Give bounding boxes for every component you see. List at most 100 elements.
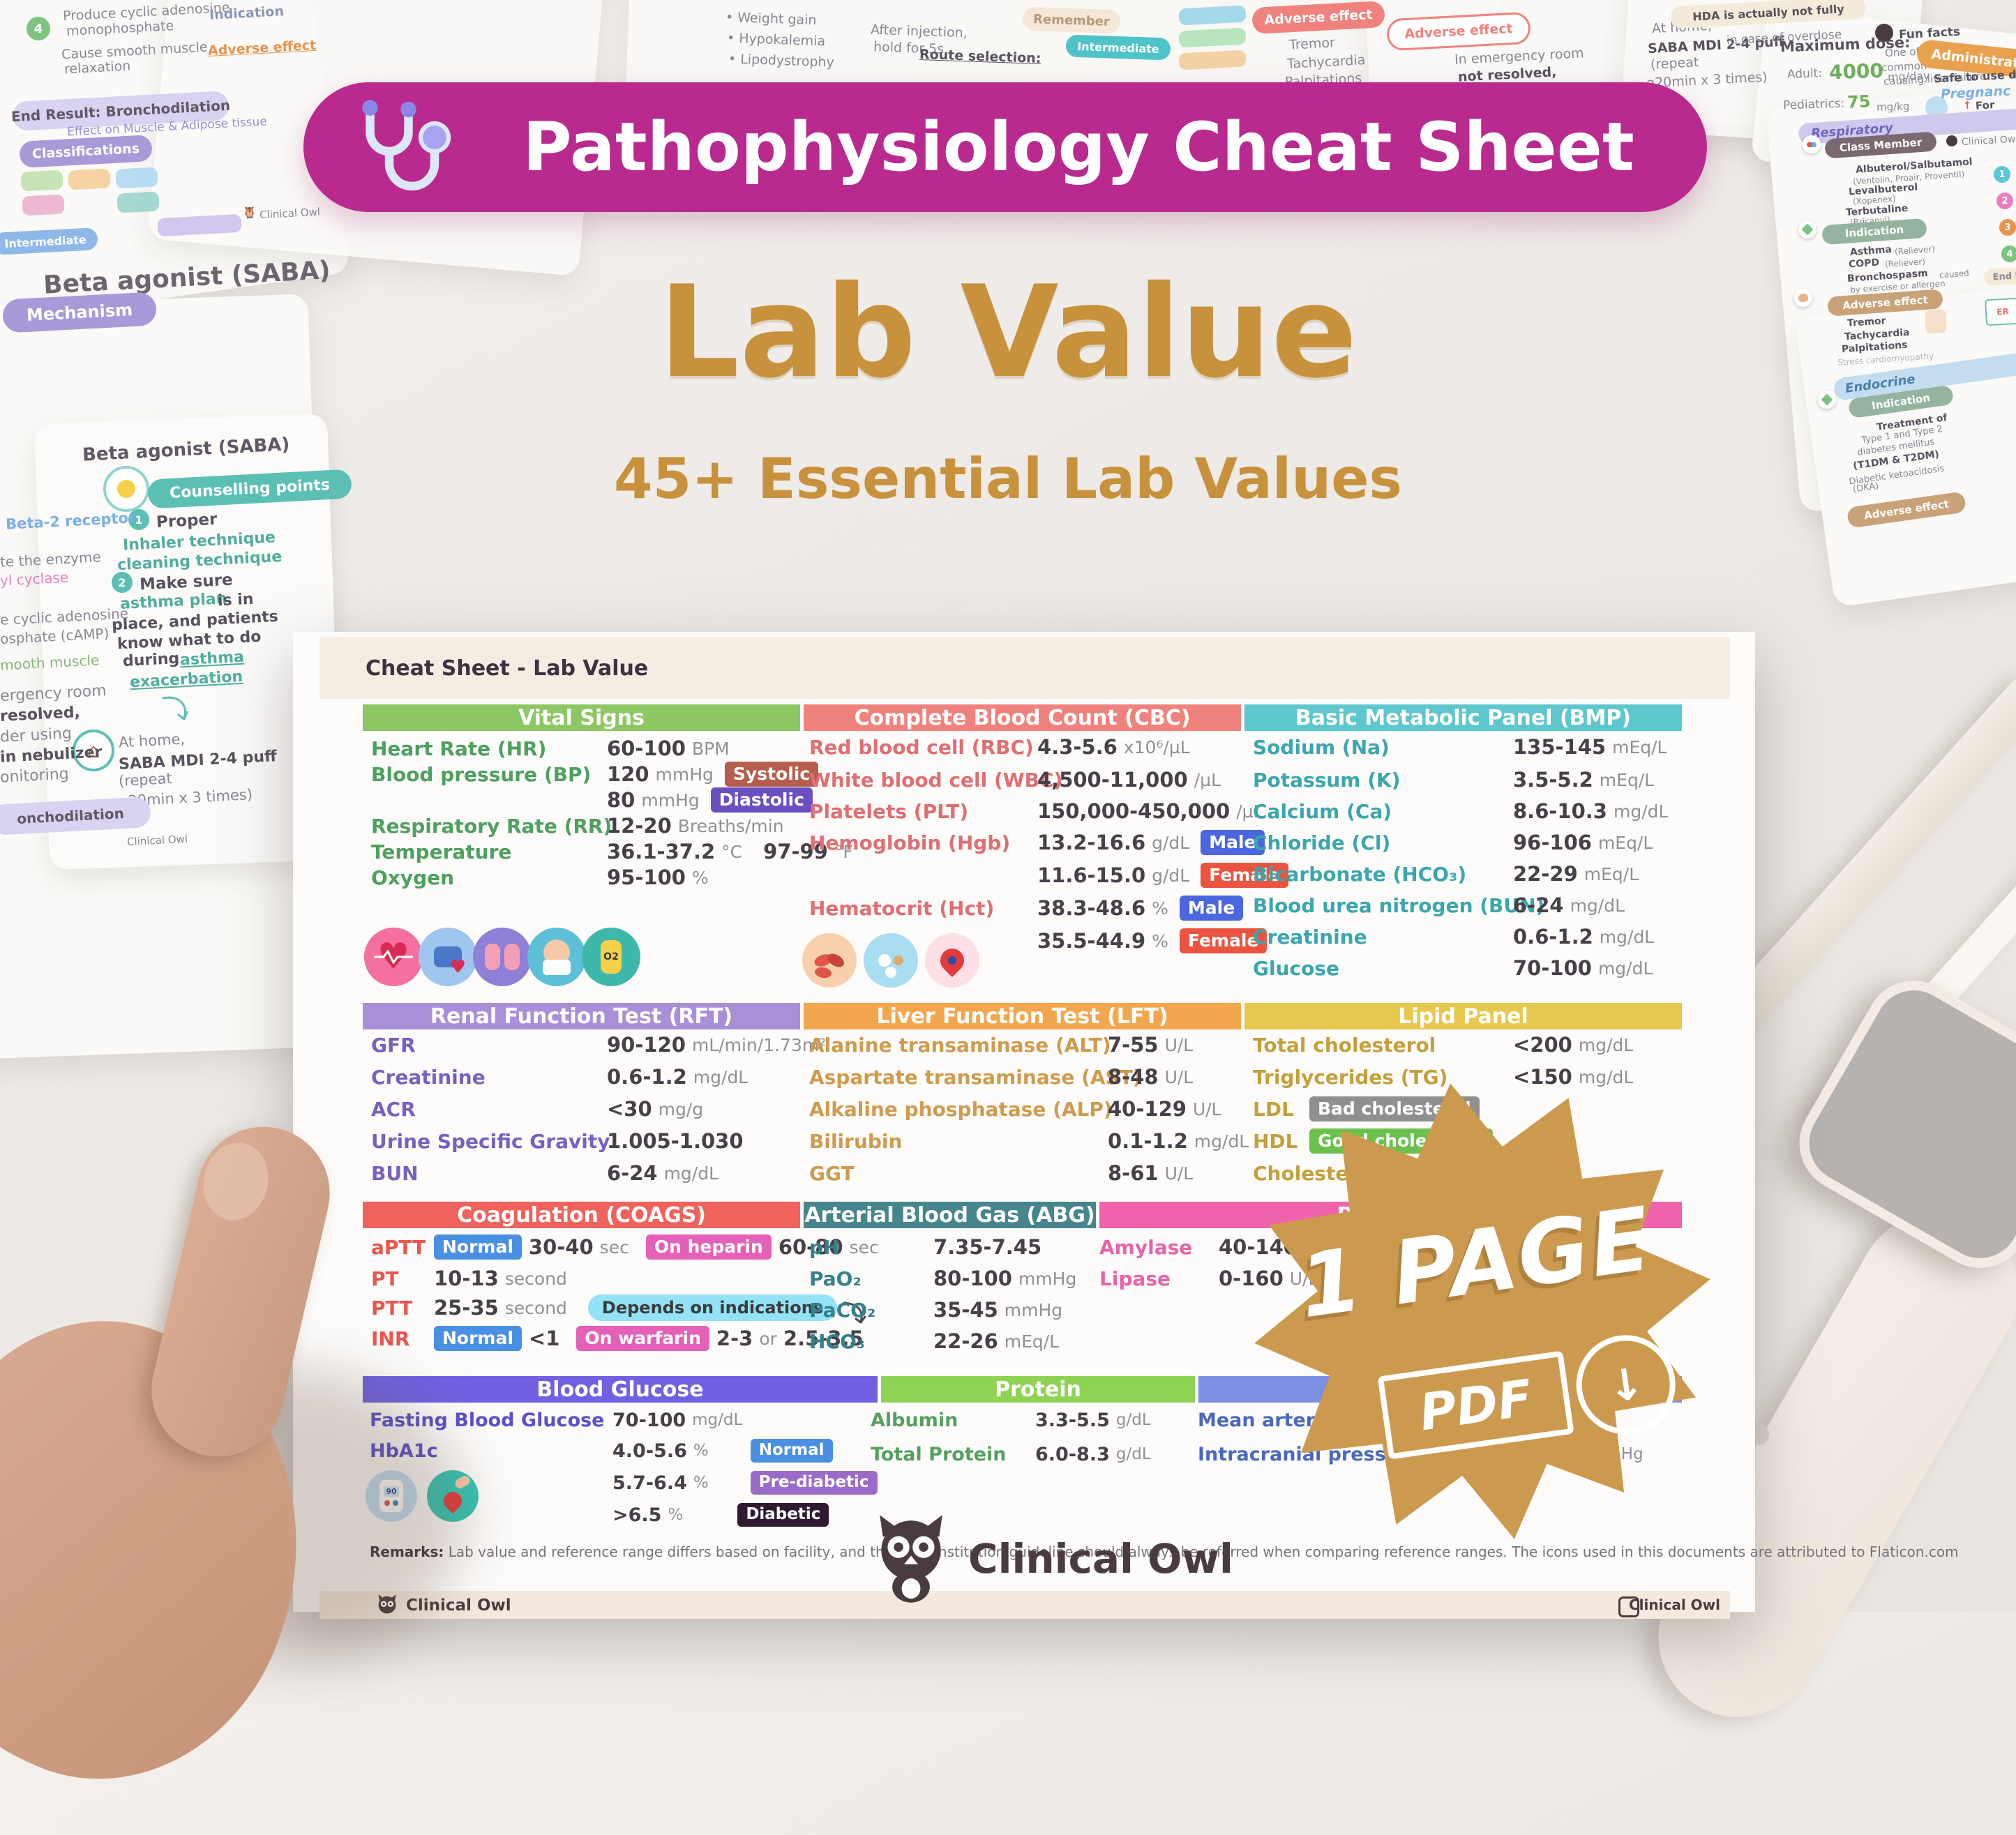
banner-title: Pathophysiology Cheat Sheet <box>522 108 1634 186</box>
table-row: Bilirubin 0.1-1.2 mg/dL <box>809 1127 1249 1155</box>
o2-tank-icon: O2 <box>582 928 640 986</box>
on-heparin-badge: On heparin <box>645 1234 772 1260</box>
owl-icon <box>378 1594 396 1614</box>
row-value: 95-100 <box>607 866 686 889</box>
table-row: White blood cell (WBC) 4,500-11,000/µL <box>809 766 1221 794</box>
hero-subtitle: 45+ Essential Lab Values <box>613 446 1403 511</box>
row-unit: mg/dL <box>693 1066 749 1087</box>
blood-sample-icon <box>427 1470 479 1522</box>
row-value: 10-13 <box>434 1267 499 1290</box>
row-value: 4,500-11,000 <box>1037 768 1188 792</box>
bg-text: is in <box>217 590 255 610</box>
bg-chip <box>20 169 63 192</box>
table-row: Glucose 70-100 mg/dL <box>1253 954 1653 982</box>
bg-cat-icon <box>1794 289 1812 307</box>
row-label: Calcium (Ca) <box>1253 799 1392 823</box>
table-row: Triglycerides (TG) <150 mg/dL <box>1253 1063 1633 1091</box>
row-value: <200 <box>1513 1033 1572 1057</box>
row-value: 0.6-1.2 <box>607 1065 687 1089</box>
remarks-label: Remarks: <box>370 1543 444 1560</box>
row-unit: U/L <box>1164 1163 1194 1184</box>
table-row: Hemoglobin (Hgb) 13.2-16.6 g/dL Male <box>809 829 1265 856</box>
row-label: Total cholesterol <box>1253 1033 1436 1057</box>
row-value: 40-129 <box>1108 1097 1187 1121</box>
row-label: Creatinine <box>1253 925 1367 949</box>
row-label: Aspartate transaminase (AST) <box>809 1065 1142 1089</box>
row-unit: mEq/L <box>1597 832 1653 853</box>
row-or: or <box>759 1328 777 1349</box>
table-row: Alkaline phosphatase (ALP) 40-129 U/L <box>809 1095 1221 1123</box>
row-unit: U/L <box>1164 1066 1194 1087</box>
table-row: BUN 6-24 mg/dL <box>371 1159 719 1187</box>
table-row: pH 7.35-7.45 <box>809 1233 1041 1261</box>
pre-diabetic-badge: Pre-diabetic <box>750 1471 878 1495</box>
row-value: 35-45 <box>933 1298 998 1322</box>
row-value: 90-120 <box>607 1033 686 1057</box>
row-value: 120 <box>607 762 649 786</box>
curved-arrow-icon <box>843 1301 866 1324</box>
table-row: HbA1c 4.0-5.6% Normal <box>370 1437 833 1465</box>
glucometer-icon: 90 <box>366 1470 417 1522</box>
table-row: PTT 25-35 second Depends on indications <box>371 1294 868 1324</box>
bg-owl-mark: 🦉 <box>242 205 257 220</box>
stethoscope-icon <box>362 100 451 191</box>
row-unit: mEq/L <box>1584 863 1639 884</box>
row-unit: % <box>691 867 709 888</box>
rbc-icon <box>802 933 857 988</box>
table-row: Blood urea nitrogen (BUN) 6-24 mg/dL <box>1253 891 1625 919</box>
row-label: aPTT <box>371 1235 426 1259</box>
bg-text: yl cyclase <box>0 568 69 589</box>
table-row: GGT 8-61 U/L <box>809 1159 1193 1187</box>
row-value: 4.0-5.6 <box>612 1440 687 1462</box>
row-label: Lipase <box>1099 1267 1171 1290</box>
table-row: Fasting Blood Glucose 70-100 mg/dL <box>370 1406 742 1434</box>
row-label: Triglycerides (TG) <box>1253 1065 1448 1089</box>
section-header-rft: Renal Function Test (RFT) <box>363 1003 800 1029</box>
row-unit: mg/dL <box>1578 1034 1634 1055</box>
row-label: ACR <box>371 1097 416 1121</box>
row-label: Amylase <box>1099 1235 1193 1259</box>
table-row: 5.7-6.4% Pre-diabetic <box>370 1469 878 1497</box>
bg-number-1: 1 <box>1994 166 2010 183</box>
table-row: Temperature 36.1-37.2 °C 97-99 °F <box>371 838 853 866</box>
row-value: 11.6-15.0 <box>1037 863 1146 887</box>
row-label: Chloride (Cl) <box>1253 831 1391 854</box>
pdf-text: PDF <box>1415 1368 1536 1442</box>
row-label: INR <box>371 1327 410 1350</box>
row-value: 0.1-1.2 <box>1108 1129 1188 1153</box>
bg-text: COPD <box>1848 257 1880 271</box>
row-label: Glucose <box>1253 956 1340 980</box>
bg-chip <box>115 167 158 189</box>
row-label: Blood urea nitrogen (BUN) <box>1253 893 1545 917</box>
row-unit: % <box>693 1442 709 1460</box>
row-value: 12-20 <box>607 814 672 838</box>
row-label: Hematocrit (Hct) <box>809 896 995 920</box>
row-value: 6.0-8.3 <box>1035 1443 1110 1465</box>
owl-icon <box>880 1515 942 1603</box>
depends-bubble: Depends on indications <box>587 1294 838 1321</box>
row-label: Heart Rate (HR) <box>371 737 547 760</box>
bg-owl-dot <box>1875 24 1893 42</box>
row-unit: mmHg <box>655 764 714 785</box>
bg-remember-chip: Remember <box>1022 6 1121 34</box>
bg-text: onitoring <box>0 765 70 787</box>
bg-number-3: 3 <box>1999 219 2016 236</box>
row-unit: g/dL <box>1152 832 1190 853</box>
table-row: PaO₂ 80-100 mmHg <box>809 1264 1076 1292</box>
row-label: Alkaline phosphatase (ALP) <box>809 1097 1113 1121</box>
bg-number-2: 2 <box>1996 192 2013 209</box>
row-unit: second <box>504 1297 567 1318</box>
table-row: 11.6-15.0 g/dL Female <box>809 861 1288 889</box>
bg-text: asthma <box>179 648 245 670</box>
table-row: 80 mmHg Diastolic <box>371 786 813 814</box>
row-label: Red blood cell (RBC) <box>809 735 1034 759</box>
row-value: 30-40 <box>528 1235 594 1259</box>
table-row: HCO₃ 22-26 mEq/L <box>809 1327 1059 1355</box>
blood-drop-icon <box>925 933 979 988</box>
row-unit: x10⁶/µL <box>1123 737 1190 757</box>
row-label: Fasting Blood Glucose <box>370 1409 605 1431</box>
table-row: Sodium (Na) 135-145 mEq/L <box>1253 733 1667 761</box>
row-value: 3.3-5.5 <box>1035 1409 1110 1431</box>
banner: Pathophysiology Cheat Sheet <box>303 82 1707 212</box>
table-row: Calcium (Ca) 8.6-10.3 mg/dL <box>1253 797 1668 825</box>
